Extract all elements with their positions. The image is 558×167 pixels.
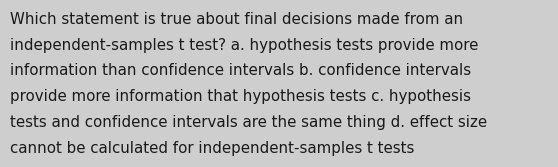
Text: provide more information that hypothesis tests c. hypothesis: provide more information that hypothesis… <box>10 89 471 104</box>
Text: tests and confidence intervals are the same thing d. effect size: tests and confidence intervals are the s… <box>10 115 487 130</box>
Text: information than confidence intervals b. confidence intervals: information than confidence intervals b.… <box>10 63 471 78</box>
Text: Which statement is true about final decisions made from an: Which statement is true about final deci… <box>10 12 463 27</box>
Text: independent-samples t test? a. hypothesis tests provide more: independent-samples t test? a. hypothesi… <box>10 38 478 53</box>
Text: cannot be calculated for independent-samples t tests: cannot be calculated for independent-sam… <box>10 141 415 156</box>
